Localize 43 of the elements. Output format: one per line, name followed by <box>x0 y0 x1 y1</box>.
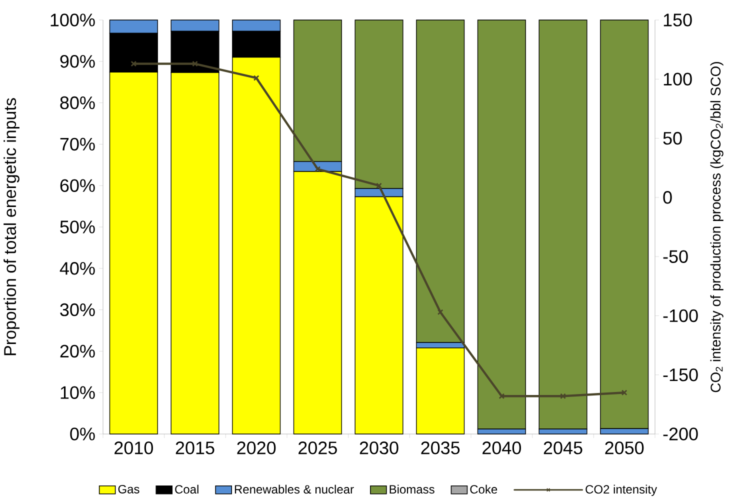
point <box>192 60 198 67</box>
y-tick-label: 80% <box>60 96 95 110</box>
y-tick-label: 90% <box>60 55 95 68</box>
legend-label: Renewables & nuclear <box>234 484 354 494</box>
y2-axis-title: CO$_{2}$ intensity of production process (kgCO$_{2}$/bbl SCO) <box>710 62 724 392</box>
legend-label: CO2 intensity <box>586 484 658 496</box>
y2-tick-label: -150 <box>663 368 698 382</box>
y-tick-label: 0% <box>70 428 95 440</box>
y-axis-title: Proportion of total energetic inputs <box>4 98 20 356</box>
y-tick-label: 40% <box>60 262 95 275</box>
legend-label: Biomass <box>390 484 434 494</box>
y-tick-label: 100% <box>50 14 95 26</box>
legend-label: Gas <box>118 484 140 494</box>
x-tick-label: 2035 <box>421 442 460 454</box>
point <box>253 75 260 81</box>
y2-tick-label: 0 <box>663 191 672 204</box>
point <box>498 393 505 400</box>
y2-tick-label: -200 <box>663 428 698 440</box>
y-tick-label: 70% <box>60 138 95 151</box>
point <box>314 166 321 172</box>
x-tick-label: 2045 <box>544 442 582 454</box>
x-tick-label: 2030 <box>360 442 398 454</box>
y-tick-label: 60% <box>60 179 95 192</box>
x-tick-label: 2050 <box>605 442 644 454</box>
y2-tick-label: 150 <box>664 14 692 26</box>
legend-label: Coal <box>175 484 198 494</box>
point <box>560 393 566 400</box>
y-tick-label: 50% <box>60 220 95 234</box>
point <box>376 182 382 189</box>
x-tick-label: 2025 <box>298 442 337 454</box>
y2-tick-label: -100 <box>663 309 698 322</box>
y2-tick-label: -50 <box>663 250 688 263</box>
y-tick-label: 20% <box>60 344 95 358</box>
x-tick-label: 2020 <box>237 442 276 454</box>
y-tick-label: 10% <box>60 386 95 399</box>
x-tick-label: 2010 <box>114 442 153 454</box>
legend-label: Coke <box>470 484 498 494</box>
y2-tick-label: 100 <box>664 72 692 86</box>
x-tick-label: 2040 <box>482 442 521 454</box>
x-tick-label: 2015 <box>176 442 214 454</box>
y2-tick-label: 50 <box>663 132 682 145</box>
point <box>437 309 444 316</box>
y-tick-label: 30% <box>60 303 95 316</box>
